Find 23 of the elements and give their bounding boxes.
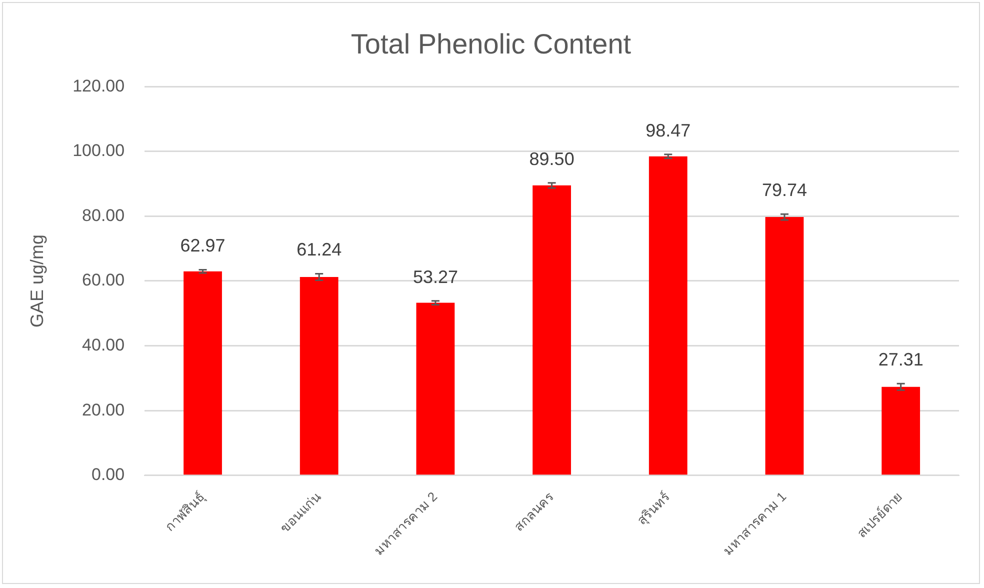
bar [184,271,222,475]
y-tick-label: 60.00 [82,270,125,290]
y-axis-title: GAE ug/mg [26,234,47,328]
data-label: 98.47 [646,120,691,140]
data-label: 61.24 [296,240,342,260]
data-label: 53.27 [412,266,458,287]
y-tick-label: 20.00 [82,400,125,420]
bar [882,386,920,475]
y-tick-label: 120.00 [72,76,125,96]
bar [300,276,338,475]
y-tick-label: 0.00 [92,465,125,484]
data-label: 62.97 [180,236,226,256]
bar [532,185,571,475]
y-tick-label: 40.00 [82,335,125,354]
chart-title: Total Phenolic Content [350,28,632,60]
data-label: 79.74 [762,180,808,200]
bar [648,156,688,475]
data-label: 89.50 [529,148,574,169]
y-tick-label: 80.00 [82,206,125,225]
bar [416,302,455,475]
y-tick-label: 100.00 [72,141,125,160]
data-label: 27.31 [878,350,924,370]
bar [765,217,804,475]
